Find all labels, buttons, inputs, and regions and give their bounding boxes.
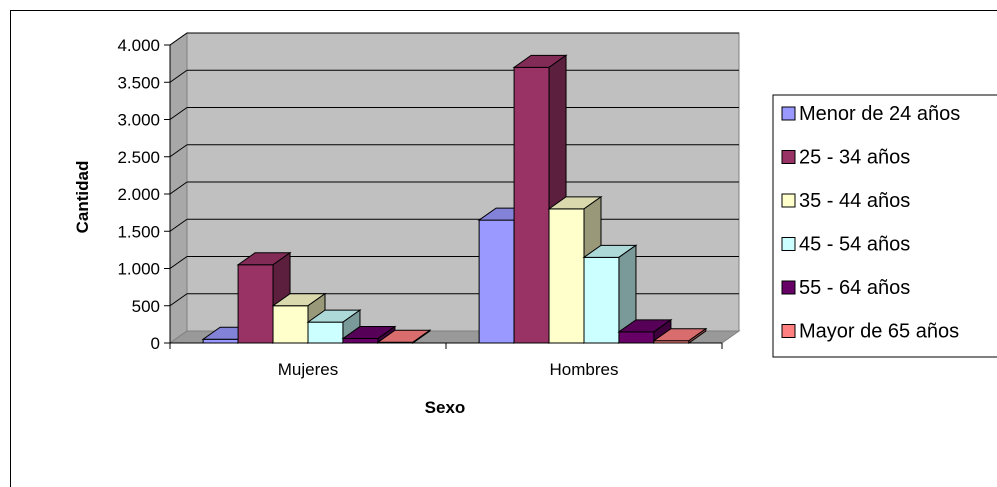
bars — [201, 54, 708, 344]
bar-front — [618, 331, 655, 344]
x-axis-ticks: Mujeres Hombres — [169, 343, 723, 379]
bar-front — [478, 219, 515, 344]
y-axis-ticks: 0 500 1.000 1.500 2.000 2.500 3.000 3.500 4.000 — [117, 36, 170, 353]
bar-front — [272, 305, 309, 344]
legend-swatch — [781, 193, 796, 208]
y-tick-label: 2.500 — [117, 148, 160, 167]
y-tick-label: 3.500 — [117, 73, 160, 92]
legend-label: 55 - 64 años — [799, 277, 910, 299]
bar-front — [583, 256, 620, 344]
y-tick-label: 500 — [132, 297, 160, 316]
bar-front — [237, 264, 274, 344]
bar — [376, 329, 432, 344]
legend-label: Mayor de 65 años — [799, 321, 959, 343]
bar-front — [307, 321, 344, 344]
legend-swatch — [781, 324, 796, 338]
x-axis-title: Sexo — [425, 398, 466, 417]
legend: Menor de 24 años 25 - 34 años 35 - 44 años… — [772, 94, 997, 358]
gridline-side — [169, 218, 188, 232]
legend-label: 45 - 54 años — [799, 234, 910, 256]
bar-front — [513, 66, 550, 344]
x-tick-label: Mujeres — [278, 360, 338, 379]
bar-front — [342, 338, 379, 344]
x-tick-label: Hombres — [550, 360, 619, 379]
gridline-side — [169, 32, 188, 46]
gridline-side — [169, 144, 188, 158]
bar — [582, 244, 638, 344]
legend-label: 35 - 44 años — [799, 190, 910, 212]
legend-swatch — [781, 280, 796, 295]
gridline-side — [169, 107, 188, 120]
legend-swatch — [781, 106, 796, 121]
gridline-side — [169, 181, 188, 195]
legend-label: Menor de 24 años — [799, 103, 960, 125]
bar — [341, 325, 397, 344]
legend-box — [772, 94, 997, 358]
legend-swatch — [781, 237, 796, 251]
y-tick-label: 3.000 — [117, 111, 160, 130]
gridline-side — [169, 69, 188, 83]
gridline-side — [169, 293, 188, 307]
bar-side — [412, 329, 431, 344]
y-tick-label: 1.500 — [117, 222, 160, 241]
y-axis-title: Cantidad — [73, 161, 92, 234]
bar — [652, 327, 708, 344]
y-tick-label: 0 — [151, 334, 160, 353]
y-tick-label: 4.000 — [117, 36, 160, 55]
y-tick-label: 2.000 — [117, 185, 160, 204]
bar-front — [202, 338, 239, 344]
y-tick-label: 1.000 — [117, 260, 160, 279]
bar-front — [548, 208, 585, 344]
legend-label: 25 - 34 años — [799, 147, 910, 169]
bar-side — [688, 327, 707, 344]
legend-swatch — [781, 150, 796, 164]
gridline-side — [169, 256, 188, 269]
